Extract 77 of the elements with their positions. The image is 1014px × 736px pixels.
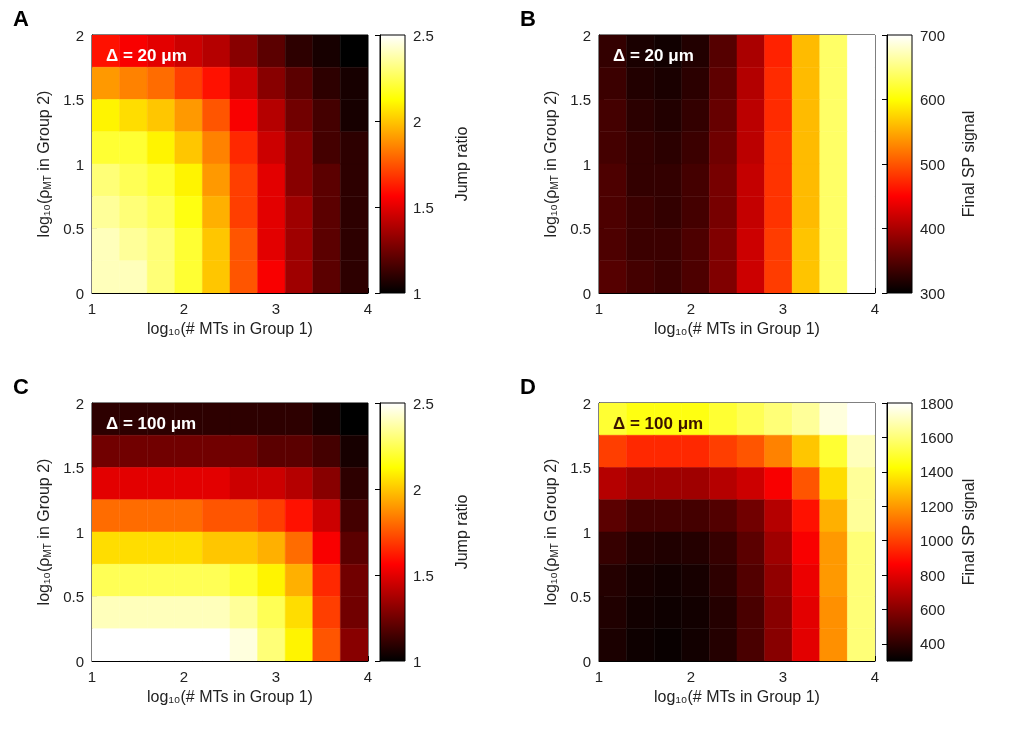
color-bar-label: 1200 <box>920 497 954 515</box>
annotation: Δ = 100 μm <box>106 414 197 433</box>
x-tick-label: 4 <box>363 668 373 685</box>
x-tick-label: 2 <box>686 668 696 685</box>
color-bar-title: Final SP signal <box>959 478 977 586</box>
annotation: Δ = 20 μm <box>106 46 187 65</box>
color-bar-label: 2 <box>413 112 422 130</box>
color-bar-title: Final SP signal <box>959 110 977 218</box>
color-bar-label: 400 <box>920 635 946 653</box>
x-axis-title: log₁₀(# MTs in Group 1) <box>147 320 313 338</box>
color-bar-label: 1.5 <box>413 198 434 216</box>
y-tick-label: 0 <box>75 652 84 670</box>
y-tick-label: 0.5 <box>63 588 84 605</box>
x-tick-label: 3 <box>271 668 281 685</box>
y-tick-label: 1.5 <box>63 459 84 476</box>
y-tick-label: 2 <box>582 394 591 412</box>
color-bar-label: 500 <box>920 155 946 173</box>
y-tick-label: 0.5 <box>63 220 84 237</box>
x-tick-label: 3 <box>271 300 281 317</box>
color-bar-label: 600 <box>920 600 946 618</box>
color-bar-label: 1400 <box>920 463 954 481</box>
x-tick-label: 1 <box>87 668 97 685</box>
y-tick-label: 1 <box>75 523 84 541</box>
x-tick-label: 3 <box>778 668 788 685</box>
y-tick-label: 0 <box>75 284 84 302</box>
chart-title: C <box>13 373 29 399</box>
y-tick-label: 1 <box>75 155 84 173</box>
x-axis-title: log₁₀(# MTs in Group 1) <box>147 688 313 706</box>
y-tick-label: 2 <box>582 26 591 44</box>
x-tick-label: 3 <box>778 300 788 317</box>
color-bar-title: Jump ratio <box>452 126 470 202</box>
annotation: Δ = 100 μm <box>613 414 704 433</box>
y-axis-title: log₁₀(ρMT in Group 2) <box>541 458 560 606</box>
x-tick-label: 2 <box>179 300 189 317</box>
y-axis-title: log₁₀(ρMT in Group 2) <box>541 90 560 238</box>
y-tick-label: 2 <box>75 394 84 412</box>
y-tick-label: 1.5 <box>570 91 591 108</box>
x-tick-label: 2 <box>686 300 696 317</box>
x-tick-label: 2 <box>179 668 189 685</box>
y-tick-label: 0 <box>582 652 591 670</box>
color-bar-label: 300 <box>920 284 946 302</box>
y-tick-label: 1 <box>582 155 591 173</box>
y-axis-title: log₁₀(ρMT in Group 2) <box>34 458 53 606</box>
y-tick-label: 0.5 <box>570 220 591 237</box>
x-tick-label: 4 <box>363 300 373 317</box>
color-bar-label: 1 <box>413 284 422 302</box>
color-bar-label: 700 <box>920 26 946 44</box>
x-axis-title: log₁₀(# MTs in Group 1) <box>654 320 820 338</box>
color-bar-label: 2 <box>413 480 422 498</box>
y-tick-label: 2 <box>75 26 84 44</box>
y-tick-label: 0 <box>582 284 591 302</box>
x-axis-title: log₁₀(# MTs in Group 1) <box>654 688 820 706</box>
color-bar-label: 2.5 <box>413 394 434 412</box>
y-tick-label: 1.5 <box>570 459 591 476</box>
chart-title: D <box>520 373 536 399</box>
y-tick-label: 0.5 <box>570 588 591 605</box>
y-axis-title: log₁₀(ρMT in Group 2) <box>34 90 53 238</box>
color-bar-title: Jump ratio <box>452 494 470 570</box>
x-tick-label: 1 <box>594 300 604 317</box>
color-bar-label: 2.5 <box>413 26 434 44</box>
color-bar-label: 1 <box>413 652 422 670</box>
color-bar-label: 1600 <box>920 428 954 446</box>
chart-title: A <box>13 5 29 31</box>
color-bar-label: 800 <box>920 566 946 584</box>
color-bar-label: 400 <box>920 220 946 237</box>
x-tick-label: 1 <box>594 668 604 685</box>
x-tick-label: 1 <box>87 300 97 317</box>
y-tick-label: 1.5 <box>63 91 84 108</box>
y-tick-label: 1 <box>582 523 591 541</box>
color-bar-label: 1800 <box>920 394 954 412</box>
annotation: Δ = 20 μm <box>613 46 694 65</box>
color-bar-label: 1000 <box>920 532 954 550</box>
x-tick-label: 4 <box>870 668 880 685</box>
color-bar-label: 600 <box>920 91 946 108</box>
x-tick-label: 4 <box>870 300 880 317</box>
chart-title: B <box>520 5 536 31</box>
color-bar-label: 1.5 <box>413 566 434 584</box>
